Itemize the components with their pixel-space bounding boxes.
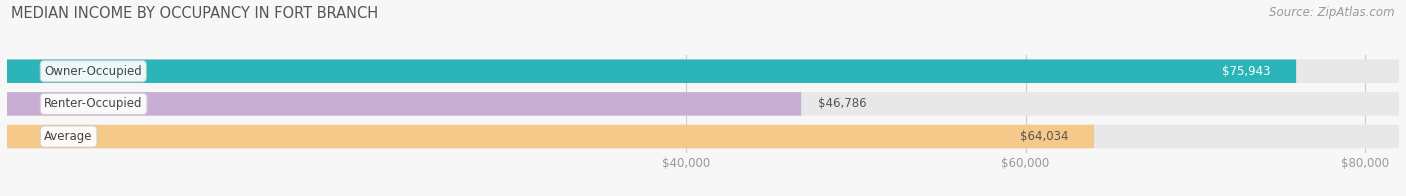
FancyBboxPatch shape [7,92,801,116]
FancyBboxPatch shape [7,59,1296,83]
FancyBboxPatch shape [7,125,1399,148]
Text: Source: ZipAtlas.com: Source: ZipAtlas.com [1270,6,1395,19]
FancyBboxPatch shape [7,125,1094,148]
Text: Renter-Occupied: Renter-Occupied [45,97,143,110]
Text: Average: Average [45,130,93,143]
Text: $46,786: $46,786 [818,97,868,110]
Text: $75,943: $75,943 [1222,65,1271,78]
Text: $64,034: $64,034 [1019,130,1069,143]
FancyBboxPatch shape [7,92,1399,116]
Text: MEDIAN INCOME BY OCCUPANCY IN FORT BRANCH: MEDIAN INCOME BY OCCUPANCY IN FORT BRANC… [11,6,378,21]
FancyBboxPatch shape [7,59,1399,83]
Text: Owner-Occupied: Owner-Occupied [45,65,142,78]
